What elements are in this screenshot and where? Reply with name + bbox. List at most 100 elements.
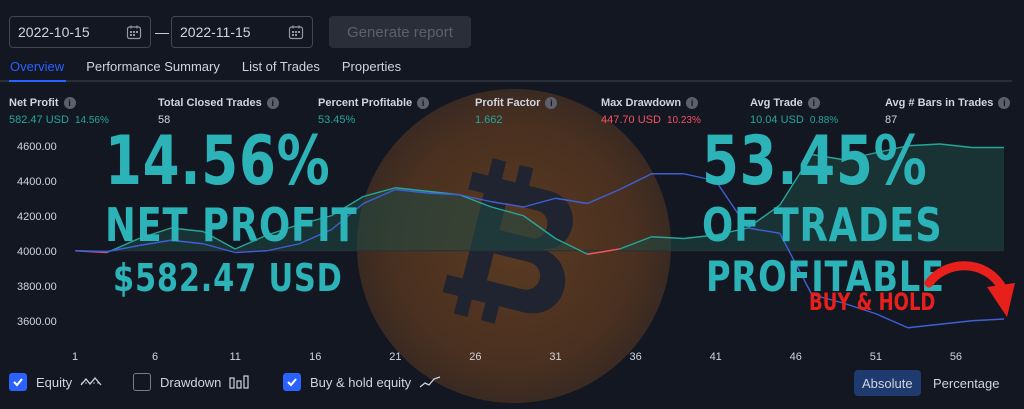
metric-percent: 0.88% [809,115,839,126]
equity-line-segment [747,204,781,229]
equity-line-segment [330,195,364,217]
equity-line-segment [202,230,236,250]
equity-checkbox[interactable] [9,373,27,391]
calendar-icon[interactable] [288,24,304,40]
buy-hold-line-segment [619,173,652,191]
buy-hold-checkbox[interactable] [283,373,301,391]
equity-line-segment [138,227,172,240]
check-icon [13,378,23,387]
overlay-net-profit-label: NET PROFIT [105,198,358,252]
metric-avg-trade: Avg Trade i 10.04 USD 0.88% [750,97,838,126]
generate-report-button[interactable]: Generate report [329,16,471,48]
drawdown-checkbox[interactable] [133,373,151,391]
metric-value: 1.662 [475,114,503,126]
x-tick-label: 11 [229,351,240,363]
metric-value: 58 [158,114,171,126]
x-tick-label: 21 [389,351,401,363]
x-tick-label: 6 [152,351,158,363]
tab-list-of-trades[interactable]: List of Trades [241,59,320,74]
tab-overview[interactable]: Overview [10,59,65,74]
equity-line-segment [651,236,684,240]
equity-line-segment [811,153,844,161]
equity-line-segment [171,227,204,233]
overlay-net-profit-usd: $582.47 USD [113,256,343,300]
equity-line-segment [266,223,300,236]
legend-equity[interactable]: Equity [9,373,102,391]
metric-percent-profitable: Percent Profitable i 53.45% [318,97,430,126]
y-tick-label: 4400.00 [17,176,57,188]
percentage-toggle-button[interactable]: Percentage [933,375,1000,391]
metric-value: 582.47 USD [9,114,69,126]
metric-value: 10.04 USD [750,114,804,126]
overlay-of-trades-label: OF TRADES [702,198,943,252]
buy-hold-line-segment [939,320,973,325]
info-icon[interactable]: i [686,97,699,109]
equity-area [75,144,1004,255]
buy-hold-line-segment [491,201,524,208]
overlay-net-profit-percent: 14.56% [105,122,331,201]
equity-line-segment [907,143,940,147]
calendar-icon[interactable] [126,24,142,40]
x-tick-label: 26 [469,351,481,363]
metric-value: 87 [885,114,898,126]
tab-divider [0,80,1012,82]
info-icon[interactable]: i [266,97,279,109]
metric-label: Avg Trade [750,97,803,109]
active-tab-indicator [9,80,66,82]
metric-label: Net Profit [9,97,59,109]
y-tick-label: 4000.00 [17,246,57,258]
legend-drawdown[interactable]: Drawdown [133,373,250,391]
equity-line-segment [555,237,588,255]
equity-line-segment [491,206,524,217]
buy-hold-line-segment [459,194,492,203]
buy-hold-line-segment [74,250,108,253]
metric-label: Profit Factor [475,97,541,109]
buy-hold-line-segment [971,318,1005,322]
info-icon[interactable]: i [63,97,76,109]
equity-line-segment [363,187,396,198]
buy-hold-line-segment [875,313,909,329]
metric-value: 447.70 USD [601,114,661,126]
buy-hold-line-segment [298,229,332,245]
info-icon[interactable]: i [417,97,430,109]
metric-percent: 10.23% [666,115,701,126]
overlay-profitable-percent: 53.45% [702,122,928,201]
x-tick-label: 16 [309,351,321,363]
metric-label: Avg # Bars in Trades [885,97,994,109]
tab-performance-summary[interactable]: Performance Summary [86,59,220,74]
metric-percent: 14.56% [74,115,109,126]
overlay-buy-hold-label: BUY & HOLD [809,288,936,316]
metric-label: Total Closed Trades [158,97,262,109]
buy-hold-line-segment [907,323,941,329]
info-icon[interactable]: i [545,97,558,109]
equity-line-segment [523,215,556,240]
date-from-input[interactable]: 2022-10-15 [9,16,151,48]
equity-line-segment [779,154,813,206]
buy-hold-line-segment [779,232,813,295]
absolute-toggle-button[interactable]: Absolute [854,370,921,396]
buy-hold-line-segment [747,227,780,234]
metric-total-closed-trades: Total Closed Trades i 58 [158,97,279,126]
x-tick-label: 1 [72,351,78,363]
info-icon[interactable]: i [998,97,1011,109]
x-tick-label: 31 [549,351,561,363]
y-tick-label: 3800.00 [17,281,57,293]
buy-hold-line-segment [555,197,588,205]
tab-properties[interactable]: Properties [341,59,402,74]
buy-hold-line-segment [171,239,204,245]
metric-label: Max Drawdown [601,97,682,109]
buy-hold-line-segment [235,250,268,254]
legend-buy-hold-label: Buy & hold equity [310,374,412,390]
equity-chart[interactable]: 4600.00 4400.00 4200.00 4000.00 3800.00 3600.… [0,130,1024,370]
x-tick-label: 51 [870,351,882,363]
info-icon[interactable]: i [807,97,820,109]
equity-line-segment [234,234,268,250]
date-to-input[interactable]: 2022-11-15 [171,16,313,48]
equity-line-segment [715,227,748,236]
legend-buy-hold-equity[interactable]: Buy & hold equity [283,373,441,391]
overlay-profitable-label: PROFITABLE [706,252,945,301]
equity-line-segment [875,145,909,154]
line-chart-icon [419,376,441,388]
x-tick-label: 36 [629,351,641,363]
buy-hold-line-segment [523,197,556,208]
